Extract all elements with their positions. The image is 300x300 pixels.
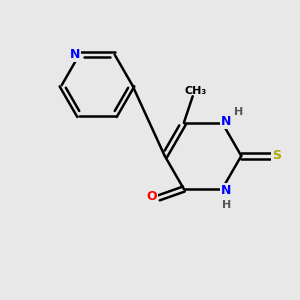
Text: S: S [272,149,281,162]
Text: O: O [146,190,157,203]
Text: H: H [222,200,231,210]
Text: N: N [221,115,232,128]
Text: N: N [70,48,80,61]
Text: CH₃: CH₃ [184,86,207,96]
Text: N: N [221,184,232,197]
Text: H: H [234,107,243,117]
